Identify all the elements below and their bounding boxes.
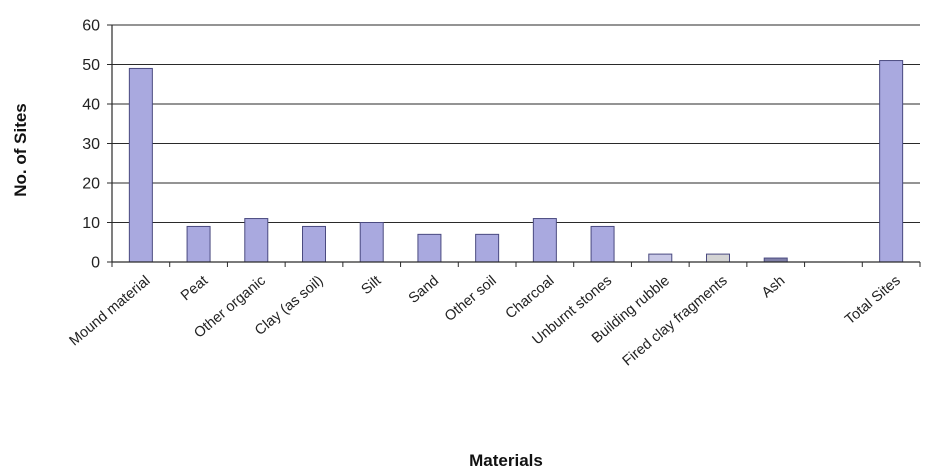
bar-6 [475,233,500,263]
bar-9 [648,253,673,263]
y-tick-label: 60 [82,18,100,35]
y-tick-label: 50 [82,57,100,74]
x-tick-label: Ash [759,273,788,301]
y-tick-labels: 0 10 20 30 40 50 60 [82,18,100,272]
x-tick-label: Sand [406,273,442,307]
x-tick-label: Fired clay fragments [620,273,731,370]
x-tick-label: Silt [359,273,385,298]
gridlines [112,24,920,223]
x-tick-label: Other soil [442,273,500,325]
x-tick-label: Mound material [67,273,154,349]
bar-0 [128,67,153,263]
bar-2 [244,218,269,263]
y-tick-label: 10 [82,215,100,232]
x-tick-label: Charcoal [503,273,558,323]
bar-4 [359,222,384,263]
bar-8 [590,225,615,263]
bar-3 [302,225,326,263]
x-axis-title: Materials [469,451,543,469]
y-tick-label: 30 [82,136,100,153]
bar-5 [417,233,442,263]
y-tick-label: 20 [82,176,100,193]
y-axis-title: No. of Sites [11,103,30,197]
y-tick-label: 0 [91,255,100,272]
x-tick-label: Total Sites [842,273,904,328]
bar-10 [706,253,730,263]
bars [128,60,904,263]
bar-13 [879,60,904,263]
bar-1 [186,225,211,263]
x-tick-label: Peat [178,273,211,304]
y-tick-label: 40 [82,97,100,114]
axes [107,24,921,267]
bar-7 [532,218,557,263]
